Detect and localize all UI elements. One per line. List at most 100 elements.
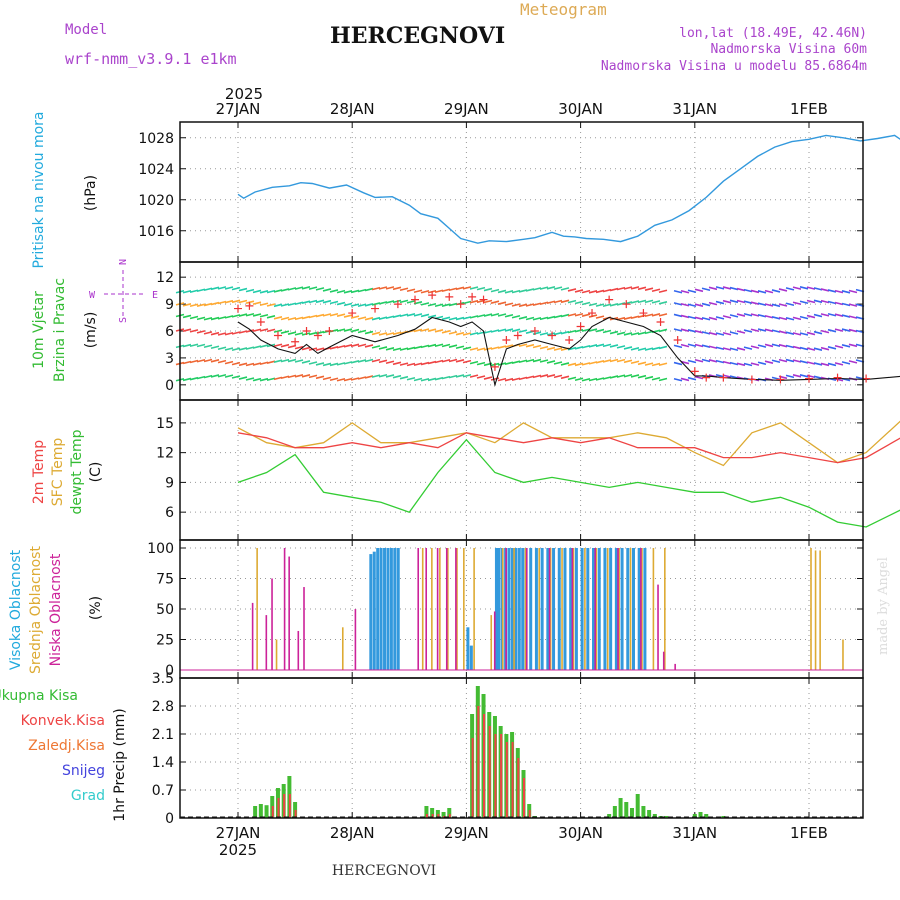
wind-arrow xyxy=(490,312,500,317)
wind-arrow xyxy=(574,300,584,305)
wind-arrow xyxy=(301,346,311,351)
wind-arrow xyxy=(715,286,725,290)
wind-arrow xyxy=(189,343,199,348)
wind-arrow xyxy=(694,358,704,363)
total-precip-bar xyxy=(624,802,629,818)
precip-hail-label: Grad xyxy=(71,788,105,804)
wind-arrow xyxy=(448,358,458,363)
wind-arrow xyxy=(343,361,353,365)
dewpt-label: dewpt Temp xyxy=(69,429,85,514)
convective-precip-bar xyxy=(500,734,503,818)
wind-arrow xyxy=(694,343,704,348)
high-cloud-bar xyxy=(637,548,641,670)
wind-arrow xyxy=(182,360,192,365)
wind-arrow xyxy=(399,330,409,335)
wind-arrow xyxy=(476,314,486,318)
wind-arrow xyxy=(301,286,311,290)
wind-arrow xyxy=(743,362,753,367)
total-precip-bar xyxy=(629,808,634,818)
convective-precip-bar xyxy=(471,738,474,818)
wind-arrow xyxy=(294,374,304,378)
low-cloud-bar xyxy=(455,548,457,670)
mid-cloud-bar xyxy=(595,548,598,670)
wind-arrow xyxy=(729,286,739,291)
mid-cloud-bar xyxy=(549,548,552,670)
wind-arrow xyxy=(336,328,346,332)
wind-arrow xyxy=(287,302,297,307)
wind-arrow xyxy=(581,344,591,349)
wind-arrow xyxy=(567,288,577,292)
high-cloud-bar xyxy=(386,548,390,670)
precip-ylabel: 1hr Precip (mm) xyxy=(112,708,128,821)
wind-arrow xyxy=(280,330,290,334)
wind-arrow xyxy=(567,362,577,367)
wind-arrow xyxy=(630,374,640,378)
wind-arrow xyxy=(799,374,809,378)
panel-frame xyxy=(179,121,864,263)
wind-gust-marker xyxy=(805,374,813,383)
wind-arrow xyxy=(406,313,416,317)
wind-arrow xyxy=(448,344,458,348)
wind-arrow xyxy=(378,359,388,364)
convective-precip-bar xyxy=(271,806,274,818)
wind-arrow xyxy=(280,375,290,380)
wind-arrow xyxy=(736,299,746,304)
wind-arrow xyxy=(273,343,283,348)
wind-gust-marker xyxy=(565,335,574,344)
wind-arrow xyxy=(525,316,535,321)
total-precip-bar xyxy=(692,814,697,818)
wind-arrow xyxy=(483,376,493,380)
mid-cloud-label: Srednja Oblacnost xyxy=(28,546,44,674)
wind-arrow xyxy=(518,289,528,293)
low-cloud-bar xyxy=(548,548,551,670)
wind-arrow xyxy=(841,314,851,318)
wind-arrow xyxy=(455,374,465,378)
wind-arrow xyxy=(252,301,262,305)
wind-arrow xyxy=(343,344,353,348)
wind-arrow xyxy=(273,376,283,381)
wind-arrow xyxy=(182,328,192,332)
compass-south: S xyxy=(118,317,129,323)
wind-arrow xyxy=(658,377,668,382)
high-cloud-bar xyxy=(586,548,590,670)
wind-arrow xyxy=(588,314,598,318)
y-tick-label: 3.5 xyxy=(152,671,174,687)
y-tick-label: 9 xyxy=(165,475,174,491)
wind-gust-marker xyxy=(673,335,682,344)
wind-arrow xyxy=(217,300,227,305)
wind-arrow xyxy=(764,360,774,364)
wind-arrow xyxy=(189,289,199,293)
wind-arrow xyxy=(651,288,661,293)
low-cloud-bar xyxy=(265,615,268,670)
wind-arrow xyxy=(322,376,332,381)
wind-gust-marker xyxy=(702,373,711,382)
wind-arrow xyxy=(385,360,395,365)
mid-cloud-bar xyxy=(439,548,441,670)
wind-arrow xyxy=(708,301,718,306)
low-cloud-bar xyxy=(288,556,290,670)
wind-arrow xyxy=(680,328,690,332)
wind-arrow xyxy=(553,299,563,304)
wind-arrow xyxy=(658,328,668,333)
mid-cloud-bar xyxy=(490,615,493,670)
mid-cloud-bar xyxy=(463,548,465,670)
wind-arrow xyxy=(455,331,465,336)
wind-gust-marker xyxy=(371,304,380,313)
wind-arrow xyxy=(644,299,654,304)
wind-arrow xyxy=(708,331,718,336)
wind-arrow xyxy=(623,316,633,320)
wind-arrow xyxy=(834,289,844,294)
wind-arrow xyxy=(567,329,577,334)
convective-precip-bar xyxy=(425,814,428,818)
low-cloud-bar xyxy=(417,548,420,670)
wind-arrow xyxy=(722,374,732,378)
wind-arrow xyxy=(680,289,690,294)
wind-gust-marker xyxy=(776,375,785,384)
wind-arrow xyxy=(273,359,283,363)
low-cloud-bar xyxy=(445,548,448,670)
wind-arrow xyxy=(743,288,753,293)
wind-arrow xyxy=(210,374,220,378)
wind-gust-marker xyxy=(256,318,265,327)
wind-arrow xyxy=(806,361,816,365)
wind-arrow xyxy=(827,312,837,317)
